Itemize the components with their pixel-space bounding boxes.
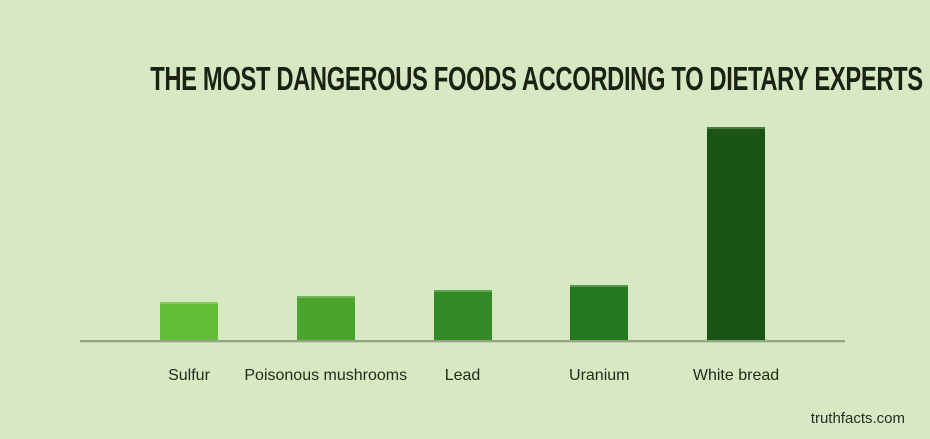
x-tick-label: Sulfur: [168, 367, 210, 384]
bar-lead: [433, 289, 492, 340]
bar-sulfur: [160, 302, 218, 340]
x-tick-label: Lead: [444, 367, 481, 384]
x-tick-label: White bread: [692, 367, 780, 384]
chart-title-text: THE MOST DANGEROUS FOODS ACCORDING TO DI…: [150, 60, 923, 97]
x-tick-label: Poisonous mushrooms: [244, 367, 408, 384]
bar-chart: Sulfur Poisonous mushrooms Lead Uranium Whit…: [80, 127, 845, 397]
bars-area: [160, 127, 765, 340]
watermark: truthfacts.com: [810, 410, 905, 427]
chart-title: THE MOST DANGEROUS FOODS ACCORDING TO DI…: [0, 60, 924, 98]
bar-uranium: [570, 285, 629, 340]
x-tick-label: Uranium: [569, 367, 630, 384]
bar-poisonous-mushrooms: [296, 295, 355, 340]
x-axis-labels: Sulfur Poisonous mushrooms Lead Uranium Whit…: [160, 367, 779, 389]
x-axis-line: [80, 340, 845, 343]
bar-white-bread: [707, 127, 765, 340]
